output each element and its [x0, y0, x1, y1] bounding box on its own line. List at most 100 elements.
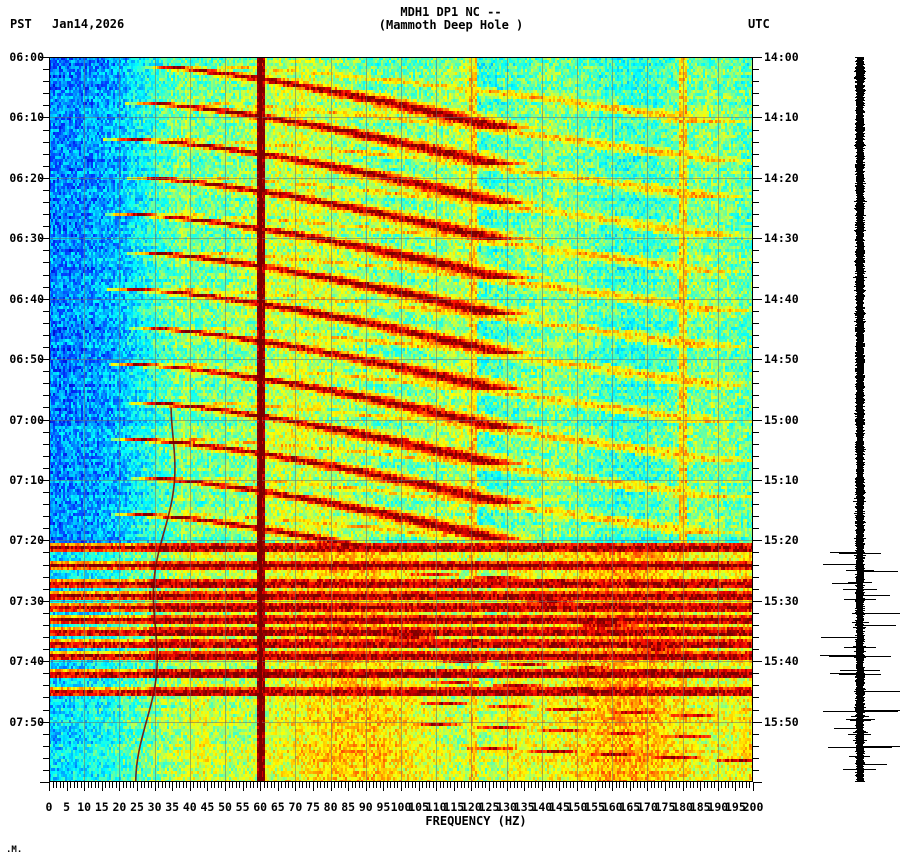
time-tick-left — [43, 383, 49, 384]
time-tick-left — [43, 432, 49, 433]
frequency-tick — [559, 782, 560, 791]
frequency-tick — [119, 782, 120, 791]
frequency-tick — [67, 782, 68, 791]
frequency-tick — [260, 782, 261, 791]
time-tick-right — [753, 710, 759, 711]
time-tick-left — [43, 323, 49, 324]
frequency-tick — [753, 782, 754, 791]
frequency-tick — [588, 782, 589, 788]
frequency-label: 15 — [94, 800, 109, 814]
frequency-tick — [697, 782, 698, 788]
time-label-left: 06:30 — [9, 231, 44, 246]
frequency-tick — [56, 782, 57, 788]
frequency-tick — [672, 782, 673, 788]
frequency-label: 0 — [45, 800, 53, 814]
frequency-tick — [317, 782, 318, 788]
time-tick-left — [40, 238, 49, 239]
frequency-tick — [366, 782, 367, 791]
frequency-label: 55 — [235, 800, 250, 814]
frequency-tick — [440, 782, 441, 788]
frequency-label: 80 — [323, 800, 338, 814]
frequency-tick — [74, 782, 75, 788]
frequency-tick — [661, 782, 662, 788]
frequency-label: 95 — [376, 800, 391, 814]
time-tick-right — [753, 734, 759, 735]
time-tick-left — [40, 117, 49, 118]
frequency-tick — [676, 782, 677, 788]
frequency-tick — [531, 782, 532, 788]
frequency-tick — [116, 782, 117, 788]
time-tick-left — [43, 637, 49, 638]
frequency-tick — [647, 782, 648, 791]
frequency-tick — [609, 782, 610, 788]
time-tick-left — [43, 456, 49, 457]
time-tick-right — [753, 262, 759, 263]
frequency-tick — [292, 782, 293, 788]
time-tick-right — [753, 492, 759, 493]
frequency-tick — [250, 782, 251, 788]
frequency-tick — [88, 782, 89, 788]
time-tick-right — [753, 190, 759, 191]
frequency-tick — [485, 782, 486, 788]
frequency-tick — [401, 782, 402, 791]
frequency-tick — [549, 782, 550, 788]
time-tick-right — [753, 444, 759, 445]
seismogram-trace — [820, 57, 900, 782]
time-tick-left — [43, 758, 49, 759]
frequency-tick — [190, 782, 191, 791]
frequency-tick — [70, 782, 71, 788]
frequency-tick — [626, 782, 627, 788]
frequency-tick — [338, 782, 339, 788]
frequency-tick — [144, 782, 145, 788]
frequency-label: 75 — [306, 800, 320, 814]
left-timezone-label: PST — [10, 17, 32, 31]
time-tick-right — [753, 552, 759, 553]
right-timezone-label: UTC — [748, 17, 770, 31]
frequency-tick — [493, 782, 494, 788]
time-tick-left — [43, 226, 49, 227]
frequency-tick — [112, 782, 113, 788]
frequency-tick — [605, 782, 606, 788]
frequency-tick — [573, 782, 574, 788]
frequency-tick — [517, 782, 518, 788]
frequency-tick — [341, 782, 342, 788]
frequency-tick — [186, 782, 187, 788]
frequency-tick — [295, 782, 296, 791]
time-tick-left — [40, 661, 49, 662]
stray-mark: .M. — [6, 845, 23, 855]
frequency-tick — [637, 782, 638, 788]
frequency-tick — [644, 782, 645, 788]
time-tick-left — [43, 685, 49, 686]
frequency-tick — [394, 782, 395, 788]
frequency-tick — [376, 782, 377, 788]
frequency-tick — [253, 782, 254, 788]
frequency-tick — [538, 782, 539, 788]
time-tick-left — [40, 178, 49, 179]
time-tick-right — [753, 722, 762, 723]
spectrogram-canvas[interactable] — [49, 57, 753, 782]
frequency-tick — [133, 782, 134, 788]
time-tick-right — [753, 613, 759, 614]
time-tick-right — [753, 395, 759, 396]
time-tick-right — [753, 250, 759, 251]
time-tick-left — [43, 746, 49, 747]
time-tick-right — [753, 57, 762, 58]
frequency-tick — [362, 782, 363, 788]
frequency-label: 180 — [672, 800, 693, 814]
time-label-left: 07:30 — [9, 593, 44, 608]
frequency-tick — [162, 782, 163, 788]
frequency-tick — [654, 782, 655, 788]
time-tick-left — [40, 782, 49, 783]
frequency-tick — [63, 782, 64, 788]
frequency-tick — [595, 782, 596, 791]
frequency-tick — [77, 782, 78, 788]
time-tick-right — [753, 299, 762, 300]
frequency-label: 125 — [478, 800, 500, 814]
time-tick-left — [40, 420, 49, 421]
time-tick-right — [753, 540, 762, 541]
frequency-tick — [443, 782, 444, 788]
time-tick-right — [753, 770, 759, 771]
frequency-label: 60 — [253, 800, 268, 814]
frequency-label: 90 — [358, 800, 373, 814]
spectrogram-plot[interactable] — [49, 57, 753, 782]
